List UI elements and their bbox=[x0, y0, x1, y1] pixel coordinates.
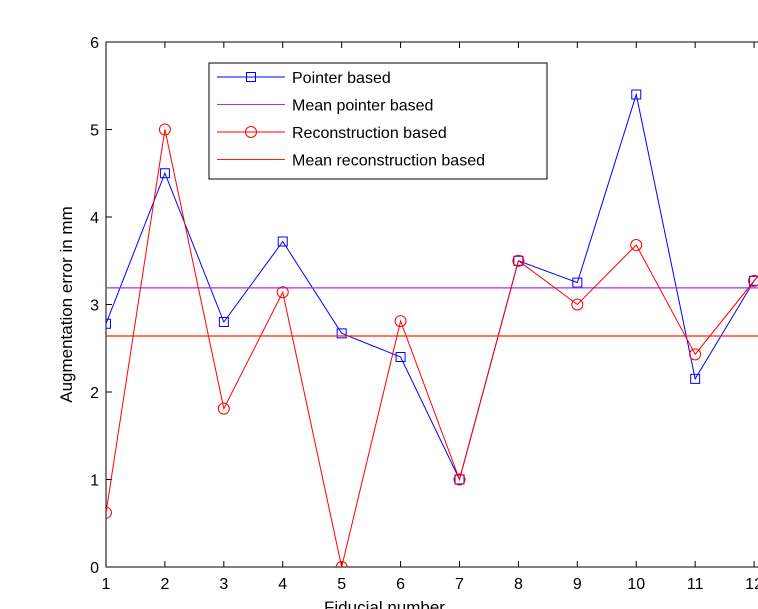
data-point bbox=[395, 352, 406, 362]
x-tick-label: 10 bbox=[627, 576, 645, 593]
data-point bbox=[690, 373, 701, 384]
y-tick-label: 2 bbox=[90, 385, 99, 402]
legend-label: Reconstruction based bbox=[292, 125, 447, 142]
x-axis-label: Fiducial number bbox=[324, 598, 445, 609]
data-point bbox=[453, 473, 466, 486]
y-tick-label: 4 bbox=[90, 210, 99, 227]
legend-label: Pointer based bbox=[292, 70, 391, 87]
series-2 bbox=[106, 123, 758, 567]
data-point bbox=[513, 255, 524, 266]
x-tick-label: 11 bbox=[687, 576, 704, 593]
data-point bbox=[630, 239, 643, 251]
y-tick-label: 6 bbox=[90, 35, 99, 52]
y-tick-label: 1 bbox=[90, 473, 99, 490]
data-point bbox=[512, 254, 525, 267]
data-point bbox=[631, 89, 642, 100]
data-point bbox=[276, 286, 289, 299]
data-point bbox=[689, 348, 702, 361]
x-tick-label: 1 bbox=[102, 576, 111, 593]
data-point bbox=[571, 298, 584, 311]
legend-swatch-marker bbox=[246, 72, 256, 82]
legend-label: Mean reconstruction based bbox=[292, 153, 485, 170]
x-tick-label: 8 bbox=[514, 576, 523, 593]
x-tick-label: 4 bbox=[278, 576, 287, 593]
legend-label: Mean pointer based bbox=[292, 98, 433, 115]
data-point bbox=[159, 168, 170, 179]
x-tick-label: 5 bbox=[337, 576, 346, 593]
y-axis-label: Augmentation error in mm bbox=[57, 206, 76, 403]
x-tick-label: 3 bbox=[219, 576, 228, 593]
data-point bbox=[454, 474, 465, 485]
y-tick-label: 5 bbox=[90, 123, 99, 140]
data-point bbox=[336, 328, 347, 339]
data-point bbox=[748, 274, 758, 287]
x-tick-label: 9 bbox=[573, 576, 582, 593]
data-point bbox=[394, 315, 407, 328]
series-layer bbox=[106, 89, 758, 567]
axis-ticks: 1234567891011120123456 bbox=[90, 35, 758, 593]
x-tick-label: 6 bbox=[396, 576, 405, 593]
x-tick-label: 7 bbox=[455, 576, 464, 593]
x-tick-label: 12 bbox=[745, 576, 758, 593]
data-point bbox=[106, 506, 112, 519]
series-line bbox=[106, 129, 758, 567]
data-point bbox=[277, 236, 288, 247]
data-point bbox=[106, 318, 111, 329]
data-point bbox=[217, 402, 230, 415]
y-tick-label: 3 bbox=[90, 298, 99, 315]
x-tick-label: 2 bbox=[160, 576, 169, 593]
data-point bbox=[218, 317, 229, 327]
legend-swatch-marker bbox=[245, 126, 257, 138]
data-point bbox=[572, 277, 583, 288]
data-point bbox=[158, 123, 171, 136]
legend: Pointer based Mean pointer based Reconstru… bbox=[208, 62, 548, 180]
data-point bbox=[749, 275, 758, 286]
data-point bbox=[335, 561, 348, 567]
y-tick-label: 0 bbox=[90, 560, 99, 577]
